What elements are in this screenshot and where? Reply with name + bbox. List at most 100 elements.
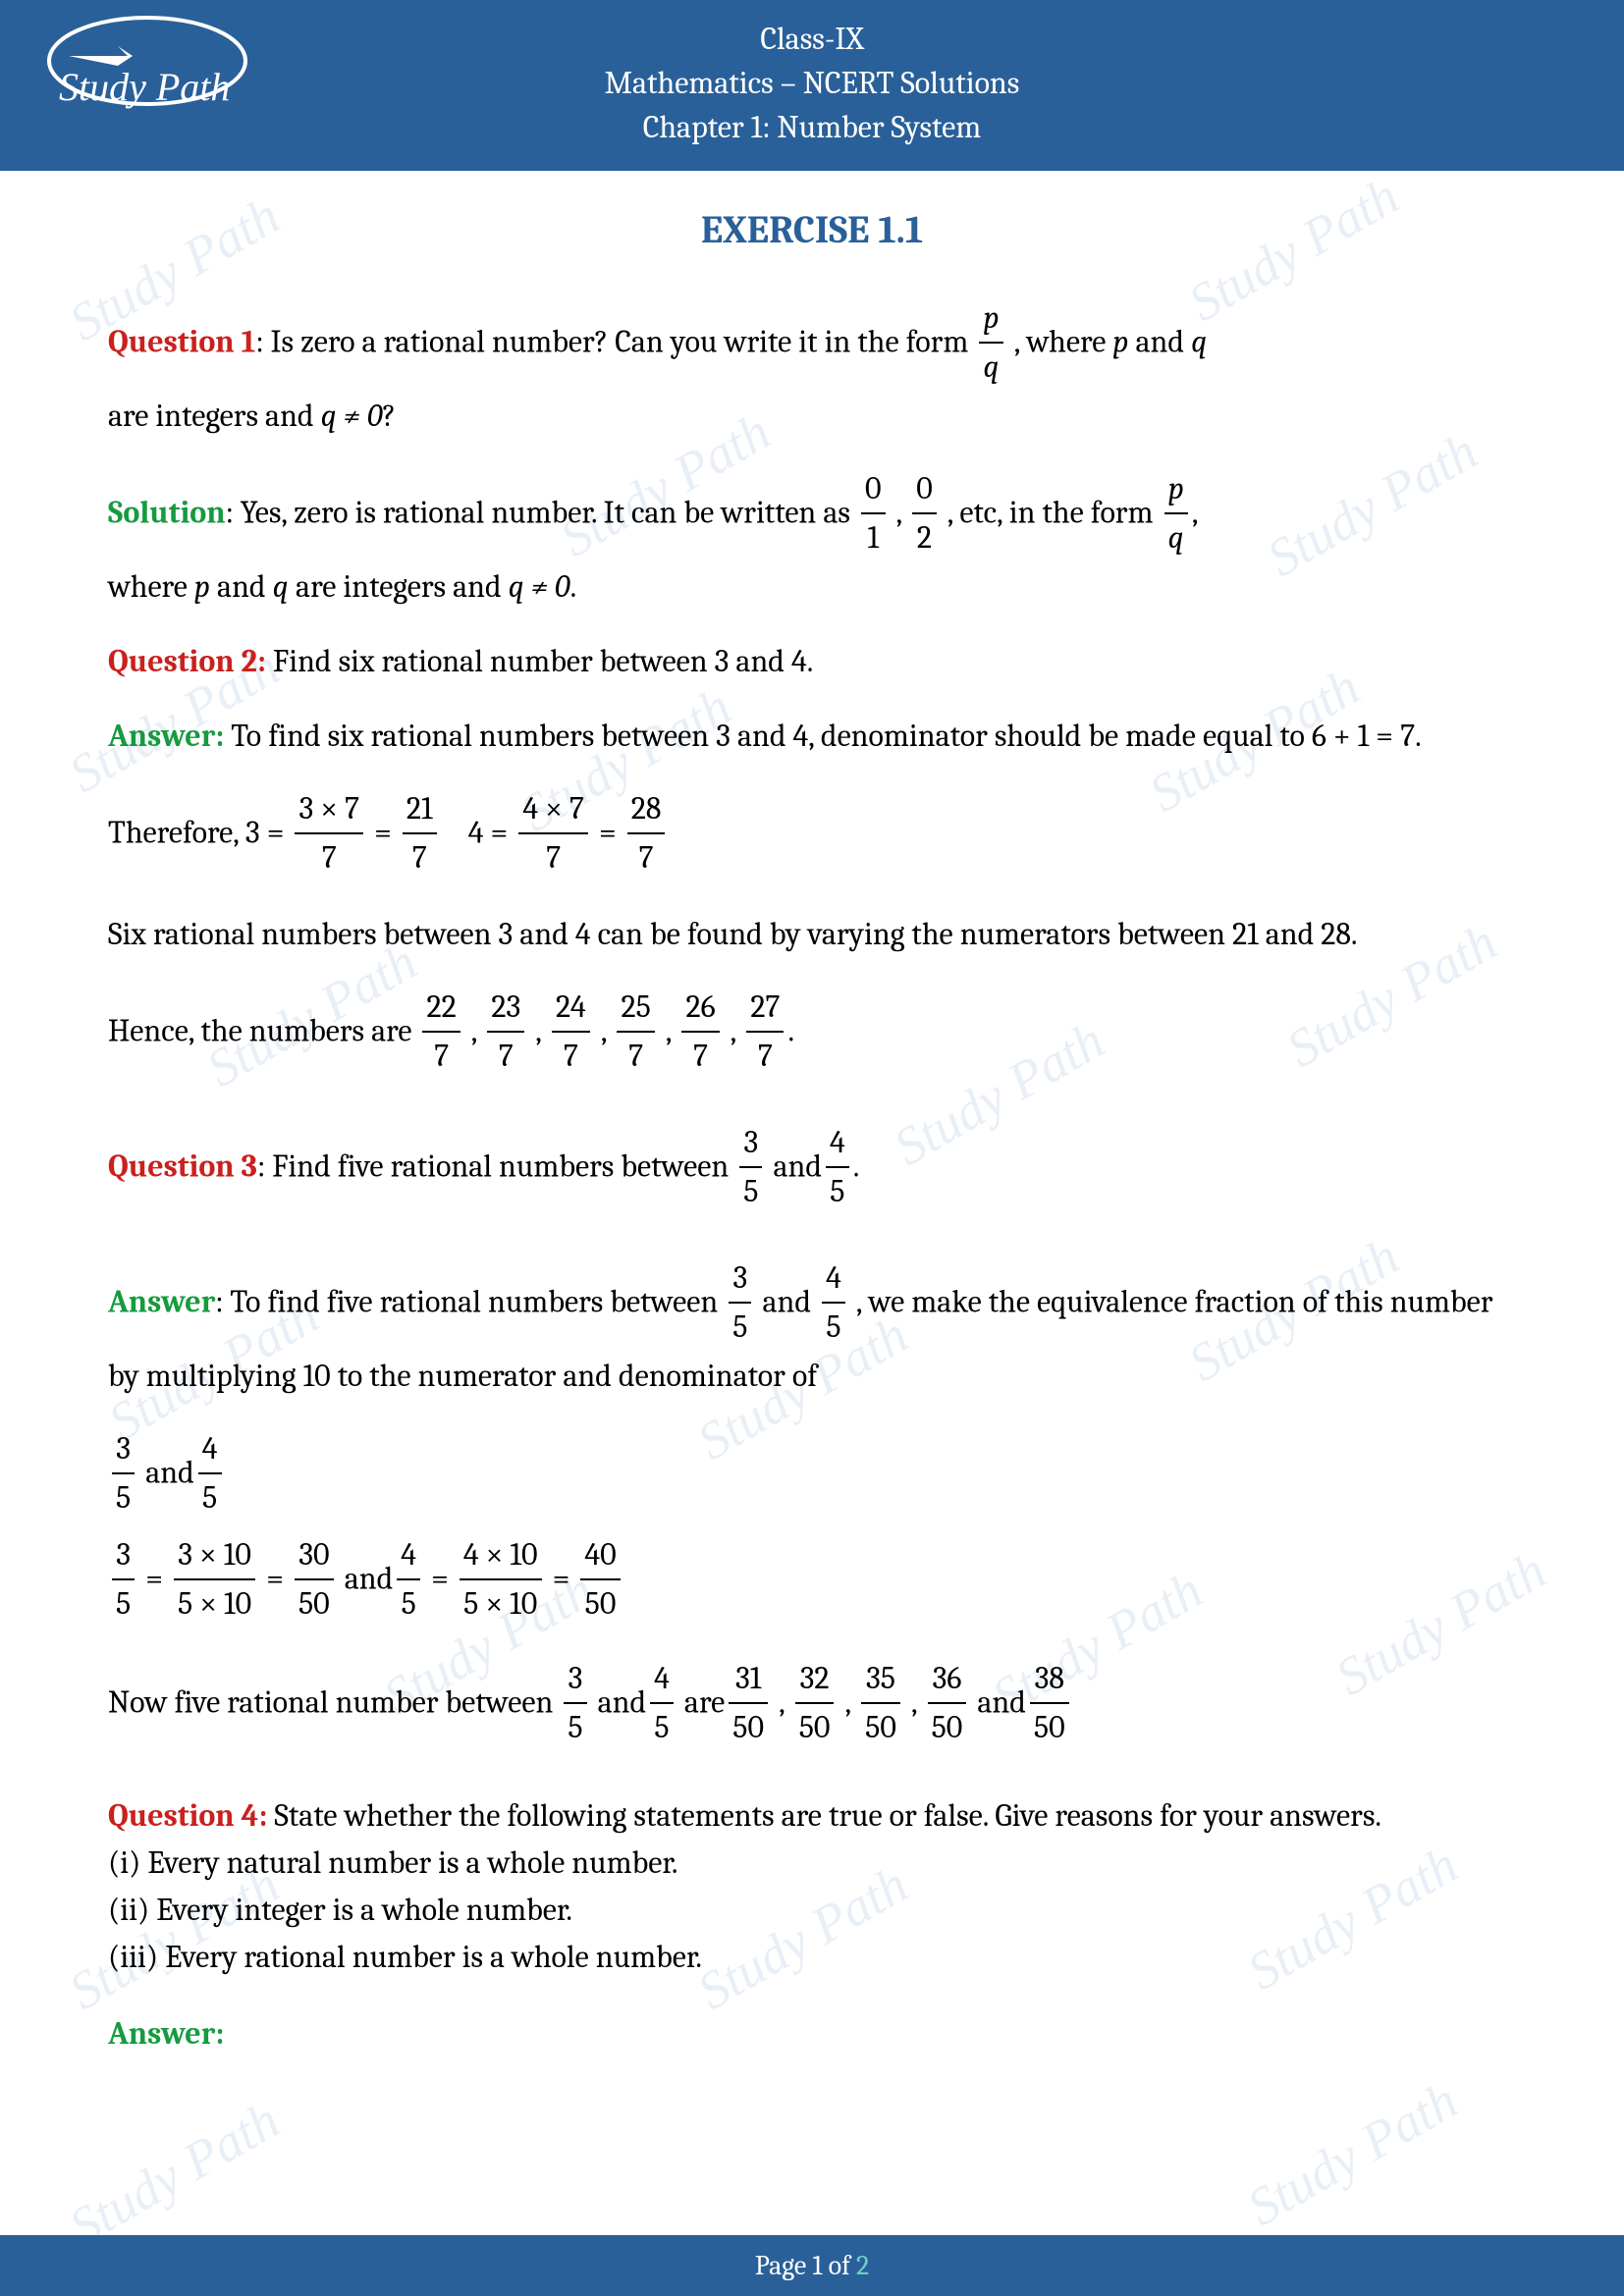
answer-label: Answer: bbox=[108, 2015, 224, 2052]
fraction: 01 bbox=[861, 465, 886, 561]
text: . bbox=[853, 1148, 860, 1185]
exercise-title: EXERCISE 1.1 bbox=[108, 200, 1516, 259]
text: : Is zero a rational number? Can you wri… bbox=[255, 324, 975, 360]
expr: q ≠ 0 bbox=[509, 568, 570, 605]
answer-3: Answer: To find five rational numbers be… bbox=[108, 1256, 1516, 1400]
question-2: Question 2: Find six rational number bet… bbox=[108, 638, 1516, 685]
text: and bbox=[138, 1455, 194, 1491]
answer-4: Answer: bbox=[108, 2010, 1516, 2057]
question-label: Question 1 bbox=[108, 324, 255, 360]
text: , where bbox=[1007, 324, 1113, 360]
study-path-logo: Study Path bbox=[39, 12, 255, 120]
answer-label: Answer bbox=[108, 1284, 215, 1320]
fraction: 35 bbox=[564, 1655, 586, 1751]
question-label: Question 3 bbox=[108, 1148, 257, 1185]
text: and bbox=[766, 1148, 822, 1185]
fraction: 3850 bbox=[1030, 1655, 1069, 1751]
answer-3-line: 35 and45 bbox=[108, 1427, 1516, 1523]
page-footer: Page 1 of 2 bbox=[0, 2235, 1624, 2296]
text: Hence, the numbers are bbox=[108, 1013, 418, 1049]
text: (iii) Every rational number is a whole n… bbox=[108, 1939, 702, 1975]
text: , bbox=[890, 495, 909, 531]
footer-text: of bbox=[822, 2250, 856, 2281]
text: . bbox=[787, 1013, 794, 1049]
fraction: 45 bbox=[198, 1425, 222, 1522]
question-4: Question 4: State whether the following … bbox=[108, 1792, 1516, 1981]
text: and bbox=[755, 1284, 818, 1320]
text: are integers and bbox=[108, 398, 321, 434]
text: . bbox=[570, 568, 577, 605]
text: = bbox=[592, 815, 623, 851]
fraction: 45 bbox=[397, 1531, 420, 1628]
watermark: Study Path bbox=[1233, 2062, 1473, 2247]
fraction: 45 bbox=[822, 1255, 845, 1351]
text: = bbox=[367, 815, 399, 851]
fraction: pq bbox=[1164, 465, 1188, 561]
fraction: 35 bbox=[739, 1119, 762, 1215]
text: and bbox=[338, 1561, 394, 1597]
fraction: 237 bbox=[487, 984, 524, 1080]
fraction: 3 × 77 bbox=[295, 785, 363, 881]
answer-3-line: 35 = 3 × 105 × 10 = 3050 and45 = 4 × 105… bbox=[108, 1533, 1516, 1629]
fraction: 3650 bbox=[928, 1655, 967, 1751]
fraction: 267 bbox=[681, 984, 719, 1080]
page-header: Study Path Class-IX Mathematics – NCERT … bbox=[0, 0, 1624, 171]
var-q: q bbox=[273, 568, 289, 605]
fraction: 3 × 105 × 10 bbox=[174, 1531, 255, 1628]
fraction: pq bbox=[979, 294, 1002, 391]
answer-2-line: Hence, the numbers are 227 , 237 , 247 ,… bbox=[108, 986, 1516, 1082]
text: where bbox=[108, 568, 194, 605]
solution-label: Solution bbox=[108, 495, 226, 531]
fraction: 4 × 77 bbox=[518, 785, 588, 881]
var-p: p bbox=[194, 568, 210, 605]
question-1: Question 1: Is zero a rational number? C… bbox=[108, 296, 1516, 440]
fraction: 3150 bbox=[729, 1655, 768, 1751]
text: ? bbox=[383, 398, 397, 434]
fraction: 277 bbox=[746, 984, 784, 1080]
answer-3-line: Now five rational number between 35 and4… bbox=[108, 1657, 1516, 1753]
text: and bbox=[210, 568, 273, 605]
text: are integers and bbox=[289, 568, 509, 605]
text: , bbox=[1192, 495, 1199, 531]
text: and bbox=[970, 1684, 1026, 1721]
text: Six rational numbers between 3 and 4 can… bbox=[108, 916, 1357, 952]
text: Therefore, 3 = bbox=[108, 815, 291, 851]
fraction: 257 bbox=[617, 984, 654, 1080]
fraction: 4050 bbox=[580, 1531, 620, 1628]
fraction: 4 × 105 × 10 bbox=[460, 1531, 542, 1628]
fraction: 227 bbox=[422, 984, 460, 1080]
text: = bbox=[138, 1561, 170, 1597]
text: and bbox=[591, 1684, 647, 1721]
text: = bbox=[424, 1561, 456, 1597]
text: and bbox=[1128, 324, 1191, 360]
fraction: 3250 bbox=[795, 1655, 835, 1751]
text: 4 = bbox=[441, 815, 515, 851]
answer-2-line: Therefore, 3 = 3 × 77 = 217 4 = 4 × 77 =… bbox=[108, 787, 1516, 883]
text: = bbox=[259, 1561, 291, 1597]
text: , etc, in the form bbox=[941, 495, 1161, 531]
var-q: q bbox=[1191, 324, 1207, 360]
fraction: 35 bbox=[112, 1425, 135, 1522]
fraction: 45 bbox=[826, 1119, 849, 1215]
fraction: 3550 bbox=[861, 1655, 900, 1751]
solution-1: Solution: Yes, zero is rational number. … bbox=[108, 467, 1516, 611]
expr: q ≠ 0 bbox=[321, 398, 383, 434]
answer-2: Answer: To find six rational numbers bet… bbox=[108, 713, 1516, 760]
fraction: 02 bbox=[912, 465, 937, 561]
question-3: Question 3: Find five rational numbers b… bbox=[108, 1121, 1516, 1217]
fraction: 287 bbox=[627, 785, 666, 881]
text: = bbox=[546, 1561, 577, 1597]
text: State whether the following statements a… bbox=[267, 1797, 1381, 1834]
question-label: Question 4: bbox=[108, 1797, 267, 1834]
page-current: 1 bbox=[812, 2250, 822, 2281]
text: Now five rational number between bbox=[108, 1684, 560, 1721]
text: : Yes, zero is rational number. It can b… bbox=[226, 495, 857, 531]
fraction: 217 bbox=[403, 785, 437, 881]
logo-text: Study Path bbox=[59, 65, 230, 109]
text: (ii) Every integer is a whole number. bbox=[108, 1892, 572, 1928]
fraction: 35 bbox=[112, 1531, 135, 1628]
page-content: Study Path Study Path Study Path Study P… bbox=[0, 171, 1624, 2057]
question-label: Question 2: bbox=[108, 643, 266, 679]
fraction: 3050 bbox=[295, 1531, 334, 1628]
answer-2-line: Six rational numbers between 3 and 4 can… bbox=[108, 911, 1516, 958]
